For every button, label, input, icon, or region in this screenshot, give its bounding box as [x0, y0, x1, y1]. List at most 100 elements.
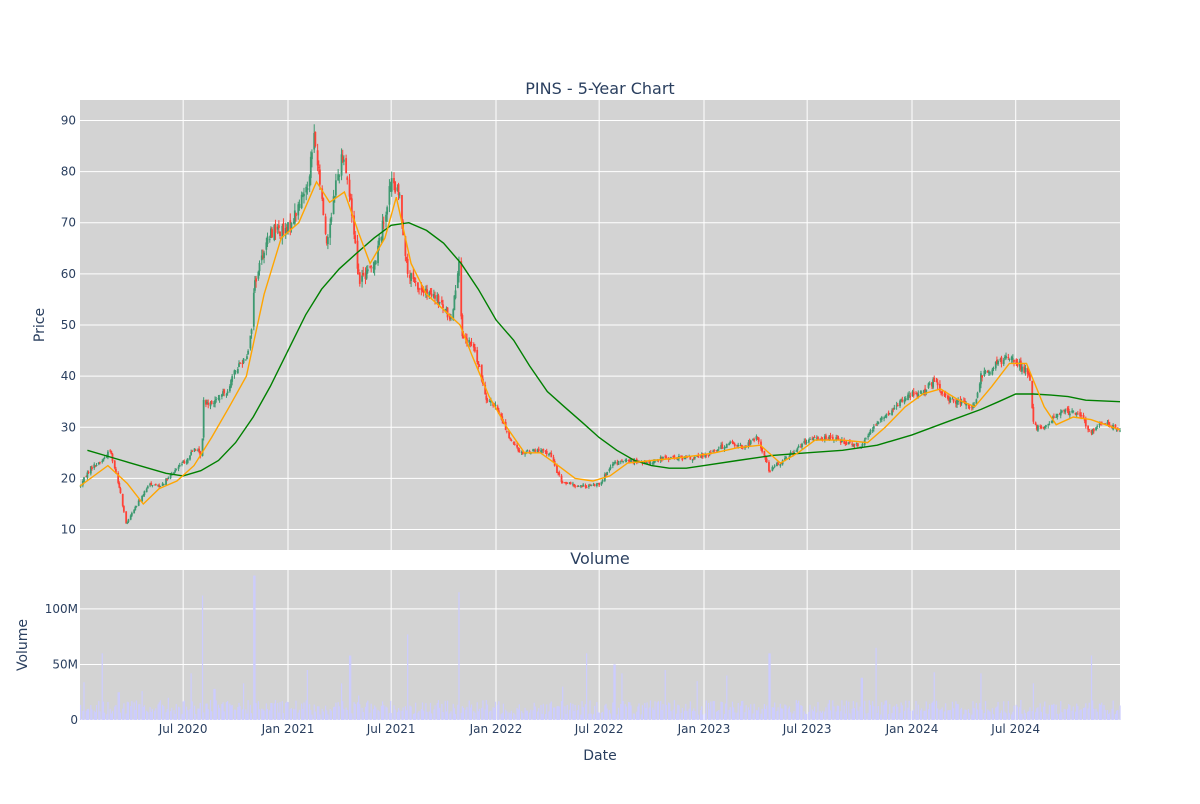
- candle-body: [182, 461, 185, 463]
- volume-bar: [86, 709, 89, 720]
- volume-bar: [1011, 714, 1013, 720]
- candle-body: [453, 295, 456, 311]
- volume-bar: [556, 706, 558, 720]
- volume-bar: [715, 711, 718, 720]
- price-y-tick-label: 40: [61, 369, 76, 383]
- volume-bar: [245, 709, 247, 720]
- volume-bar: [505, 709, 507, 720]
- volume-bar: [654, 701, 656, 720]
- candle-body: [149, 483, 151, 486]
- volume-bar: [677, 704, 679, 720]
- volume-bar: [676, 713, 678, 720]
- candle-body: [95, 464, 98, 466]
- candle-body: [356, 240, 359, 269]
- volume-bar: [678, 705, 680, 720]
- candle-body: [556, 465, 558, 473]
- candle-body: [206, 402, 208, 404]
- volume-bar: [134, 709, 136, 720]
- candle-body: [437, 295, 440, 304]
- volume-bar: [258, 709, 261, 720]
- candle-body: [341, 156, 344, 161]
- candle-body: [764, 456, 767, 460]
- candle-body: [500, 413, 503, 418]
- volume-bar: [366, 702, 368, 720]
- candle-body: [342, 159, 345, 162]
- candle-body: [277, 225, 280, 229]
- candle-body: [561, 482, 564, 483]
- volume-bar: [761, 708, 763, 720]
- volume-bar: [915, 700, 917, 720]
- candle-body: [752, 439, 754, 441]
- candle-body: [812, 438, 815, 441]
- price-y-ticks: 10 20 30 40 50 60 70 80 90: [61, 113, 76, 536]
- candle-body: [968, 407, 971, 408]
- candle-body: [358, 272, 361, 284]
- candle-body: [142, 495, 145, 496]
- candle-body: [999, 359, 1002, 361]
- volume-bar: [1066, 708, 1069, 720]
- candle-body: [662, 456, 664, 459]
- candle-body: [1100, 421, 1103, 423]
- candle-body: [831, 436, 834, 440]
- volume-bar: [884, 700, 886, 720]
- volume-bar: [524, 707, 526, 720]
- volume-bar: [812, 711, 815, 720]
- volume-bar: [702, 714, 704, 720]
- candle-body: [161, 483, 164, 486]
- candle-body: [350, 198, 353, 216]
- volume-bar: [150, 711, 152, 720]
- volume-bar: [728, 709, 730, 720]
- candle-body: [576, 486, 579, 487]
- volume-bar: [225, 702, 228, 720]
- candle-body: [238, 363, 240, 367]
- candle-body: [867, 435, 870, 438]
- candle-body: [901, 399, 904, 402]
- volume-bar: [760, 713, 762, 720]
- volume-bar: [385, 706, 387, 720]
- candle-body: [811, 438, 814, 440]
- candle-body: [154, 483, 157, 486]
- candle-body: [1096, 426, 1099, 427]
- volume-bar: [119, 712, 122, 720]
- x-tick-label: Jul 2024: [990, 722, 1040, 736]
- volume-bar: [629, 702, 631, 720]
- volume-bar: [118, 692, 120, 720]
- volume-bar: [578, 705, 580, 720]
- candle-body: [852, 445, 855, 446]
- volume-bar: [383, 705, 385, 720]
- volume-bar: [696, 681, 698, 720]
- volume-bar: [377, 709, 379, 720]
- volume-bar: [107, 701, 109, 720]
- volume-bar: [1079, 709, 1081, 720]
- volume-bar: [980, 673, 982, 720]
- volume-bar: [532, 710, 534, 720]
- candle-body: [353, 215, 356, 235]
- candle-body: [903, 399, 906, 403]
- candle-body: [693, 456, 696, 459]
- candle-body: [1074, 412, 1077, 415]
- candle-body: [981, 375, 983, 378]
- volume-bar: [721, 702, 723, 720]
- candle-body: [1084, 419, 1087, 427]
- candle-body: [460, 261, 463, 317]
- candle-body: [122, 506, 125, 512]
- candle-body: [804, 440, 807, 443]
- candle-body: [386, 207, 389, 215]
- volume-bar: [438, 707, 441, 720]
- candle-body: [992, 368, 995, 369]
- volume-bar: [305, 700, 307, 720]
- candle-body: [105, 456, 108, 458]
- candle-body: [382, 222, 385, 224]
- candle-body: [1088, 429, 1091, 431]
- volume-bar: [214, 688, 216, 720]
- volume-bar: [633, 713, 636, 720]
- candle-body: [573, 483, 575, 487]
- candle-body: [354, 235, 357, 244]
- candle-body: [904, 398, 907, 401]
- candle-body: [871, 429, 874, 432]
- volume-bar: [1058, 713, 1061, 720]
- volume-bar: [672, 709, 674, 720]
- candle-body: [510, 439, 513, 441]
- volume-bar: [729, 707, 731, 720]
